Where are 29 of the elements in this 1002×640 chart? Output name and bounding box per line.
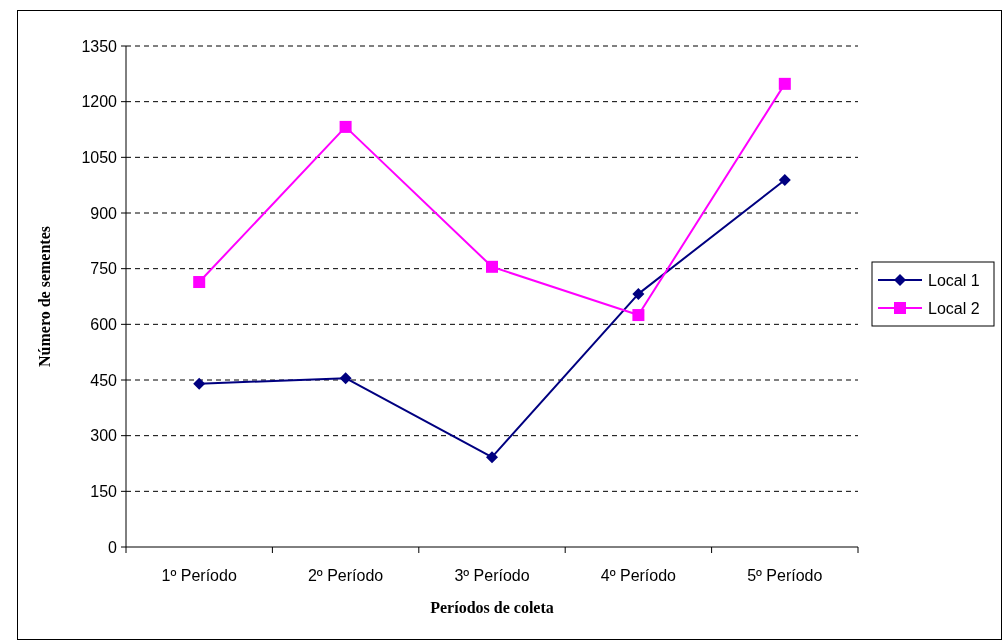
point xyxy=(486,451,498,464)
x-tick-label: 3º Período xyxy=(454,567,530,584)
point xyxy=(486,260,498,273)
legend-label: Local 2 xyxy=(928,299,980,317)
point xyxy=(193,377,206,390)
x-tick-label: 4º Período xyxy=(600,567,677,584)
y-tick-label: 1050 xyxy=(81,148,118,166)
y-tick-label: 1350 xyxy=(81,37,118,55)
y-tick-label: 900 xyxy=(90,204,118,222)
y-axis-title: Número de sementes xyxy=(36,225,53,368)
y-tick-label: 750 xyxy=(90,260,118,278)
y-tick-label: 300 xyxy=(90,427,118,445)
x-tick-label: 1º Período xyxy=(161,567,237,584)
legend-label: Local 1 xyxy=(928,271,980,289)
x-tick-label: 2º Período xyxy=(307,567,384,584)
point xyxy=(632,309,645,322)
point xyxy=(778,173,791,186)
y-tick-label: 450 xyxy=(90,371,118,389)
point xyxy=(778,77,791,90)
point xyxy=(339,120,352,133)
point xyxy=(339,372,352,385)
x-tick-label: 5º Período xyxy=(747,567,823,584)
y-tick-label: 0 xyxy=(108,538,118,556)
x-axis-title: Períodos de coleta xyxy=(430,599,554,616)
point xyxy=(632,287,645,300)
y-tick-label: 1200 xyxy=(81,93,118,111)
y-tick-label: 150 xyxy=(90,482,118,500)
y-tick-label: 600 xyxy=(90,315,118,333)
point xyxy=(193,276,206,289)
